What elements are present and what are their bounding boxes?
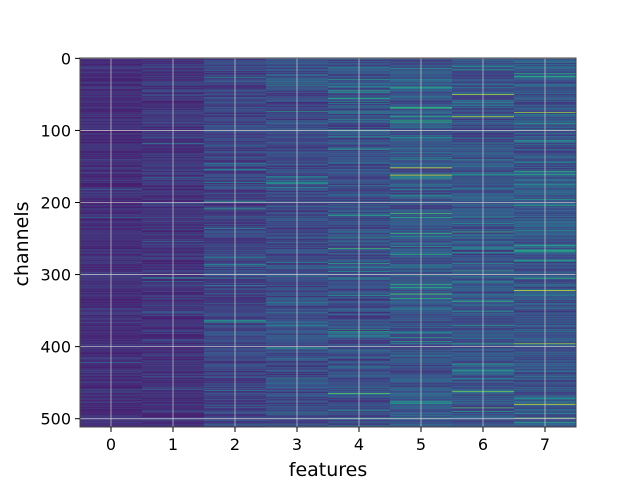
y-tick-label: 400 — [40, 338, 71, 357]
x-tick-label: 4 — [354, 435, 364, 454]
y-tick-label: 300 — [40, 266, 71, 285]
x-axis: 0 1 2 3 4 5 6 7 — [106, 427, 550, 454]
y-axis: 0 100 200 300 400 500 — [40, 49, 80, 429]
x-axis-label: features — [289, 459, 368, 480]
y-tick-label: 500 — [40, 410, 71, 429]
y-tick-label: 200 — [40, 194, 71, 213]
x-tick-label: 6 — [478, 435, 488, 454]
x-tick-label: 3 — [292, 435, 302, 454]
y-axis-label: channels — [11, 201, 33, 286]
x-tick-label: 7 — [540, 435, 550, 454]
grid-lines — [80, 57, 576, 427]
plot-frame — [79, 57, 577, 428]
x-tick-label: 2 — [230, 435, 240, 454]
y-tick-label: 0 — [61, 49, 71, 68]
heatmap-cells — [80, 58, 577, 428]
x-tick-label: 5 — [416, 435, 426, 454]
x-tick-label: 0 — [106, 435, 116, 454]
y-tick-label: 100 — [40, 121, 71, 140]
x-tick-label: 1 — [168, 435, 178, 454]
